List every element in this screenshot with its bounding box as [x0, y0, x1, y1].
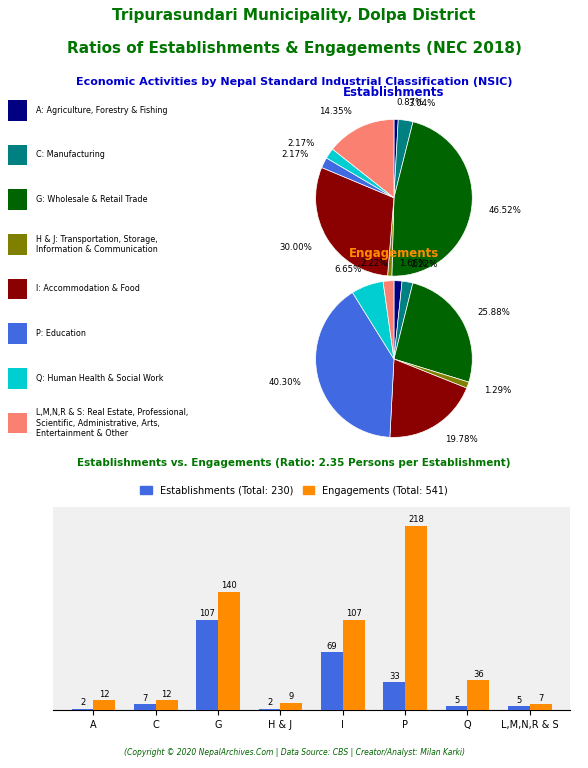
Text: 5: 5: [516, 696, 522, 705]
Text: 1.29%: 1.29%: [484, 386, 512, 396]
Wedge shape: [322, 158, 394, 198]
Wedge shape: [316, 167, 394, 276]
Text: 3.04%: 3.04%: [408, 99, 436, 108]
Text: 12: 12: [99, 690, 109, 699]
Bar: [508, 706, 530, 710]
Text: 5: 5: [454, 696, 459, 705]
Text: 40.30%: 40.30%: [269, 379, 302, 387]
Text: 7: 7: [538, 694, 543, 703]
Wedge shape: [394, 280, 402, 359]
Wedge shape: [394, 281, 413, 359]
Text: 107: 107: [346, 609, 362, 618]
Bar: [280, 703, 302, 710]
Text: 33: 33: [389, 672, 400, 681]
Bar: [321, 652, 343, 710]
Text: 6.65%: 6.65%: [334, 265, 362, 273]
FancyBboxPatch shape: [8, 234, 27, 255]
Bar: [93, 700, 115, 710]
Wedge shape: [387, 198, 394, 276]
Wedge shape: [326, 149, 394, 198]
Title: Establishments: Establishments: [343, 86, 445, 98]
Text: 9: 9: [289, 693, 294, 701]
Text: 2.17%: 2.17%: [281, 151, 309, 160]
Wedge shape: [392, 122, 472, 276]
FancyBboxPatch shape: [8, 144, 27, 165]
Wedge shape: [394, 119, 398, 198]
Wedge shape: [316, 293, 394, 437]
Text: 2.22%: 2.22%: [410, 260, 438, 270]
Text: G: Wholesale & Retail Trade: G: Wholesale & Retail Trade: [36, 195, 148, 204]
Title: Engagements: Engagements: [349, 247, 439, 260]
Text: Establishments vs. Engagements (Ratio: 2.35 Persons per Establishment): Establishments vs. Engagements (Ratio: 2…: [77, 458, 511, 468]
Text: 2.22%: 2.22%: [360, 260, 387, 268]
Bar: [467, 680, 489, 710]
Text: 2: 2: [267, 698, 272, 707]
Bar: [72, 709, 93, 710]
Text: Economic Activities by Nepal Standard Industrial Classification (NSIC): Economic Activities by Nepal Standard In…: [76, 77, 512, 87]
Text: C: Manufacturing: C: Manufacturing: [36, 151, 105, 160]
Text: 7: 7: [142, 694, 148, 703]
Bar: [259, 709, 280, 710]
Wedge shape: [383, 280, 394, 359]
Wedge shape: [394, 283, 472, 382]
Text: 30.00%: 30.00%: [279, 243, 312, 252]
Bar: [218, 591, 240, 710]
Wedge shape: [390, 359, 467, 437]
Text: 2.17%: 2.17%: [288, 139, 315, 148]
Bar: [156, 700, 178, 710]
Text: A: Agriculture, Forestry & Fishing: A: Agriculture, Forestry & Fishing: [36, 106, 168, 114]
Wedge shape: [353, 281, 394, 359]
Text: 107: 107: [199, 609, 215, 618]
Bar: [530, 704, 552, 710]
Text: 0.87%: 0.87%: [362, 289, 389, 298]
Text: 46.52%: 46.52%: [489, 207, 522, 215]
FancyBboxPatch shape: [8, 412, 27, 433]
Text: 36: 36: [473, 670, 484, 679]
Bar: [343, 620, 365, 710]
Text: I: Accommodation & Food: I: Accommodation & Food: [36, 284, 141, 293]
Wedge shape: [394, 359, 469, 388]
FancyBboxPatch shape: [8, 189, 27, 210]
Bar: [405, 525, 427, 710]
Wedge shape: [394, 120, 413, 198]
FancyBboxPatch shape: [8, 279, 27, 300]
Bar: [383, 683, 405, 710]
Text: Q: Human Health & Social Work: Q: Human Health & Social Work: [36, 374, 164, 383]
Text: 69: 69: [326, 641, 337, 650]
Text: 218: 218: [408, 515, 424, 525]
Text: (Copyright © 2020 NepalArchives.Com | Data Source: CBS | Creator/Analyst: Milan : (Copyright © 2020 NepalArchives.Com | Da…: [123, 748, 465, 757]
Text: 19.78%: 19.78%: [446, 435, 478, 444]
Text: 0.87%: 0.87%: [396, 98, 424, 107]
Wedge shape: [332, 119, 394, 198]
Text: 12: 12: [162, 690, 172, 699]
FancyBboxPatch shape: [8, 368, 27, 389]
Text: 14.35%: 14.35%: [319, 108, 352, 116]
Text: 2: 2: [80, 698, 85, 707]
Bar: [446, 706, 467, 710]
Text: 1.66%: 1.66%: [399, 259, 426, 268]
FancyBboxPatch shape: [8, 100, 27, 121]
Bar: [196, 620, 218, 710]
Text: L,M,N,R & S: Real Estate, Professional,
Scientific, Administrative, Arts,
Entert: L,M,N,R & S: Real Estate, Professional, …: [36, 408, 189, 438]
FancyBboxPatch shape: [8, 323, 27, 344]
Text: 25.88%: 25.88%: [477, 307, 510, 316]
Text: Tripurasundari Municipality, Dolpa District: Tripurasundari Municipality, Dolpa Distr…: [112, 8, 476, 23]
Text: P: Education: P: Education: [36, 329, 86, 338]
Text: 140: 140: [221, 581, 237, 591]
Text: H & J: Transportation, Storage,
Information & Communication: H & J: Transportation, Storage, Informat…: [36, 234, 158, 254]
Text: Ratios of Establishments & Engagements (NEC 2018): Ratios of Establishments & Engagements (…: [66, 41, 522, 56]
Bar: [134, 704, 156, 710]
Legend: Establishments (Total: 230), Engagements (Total: 541): Establishments (Total: 230), Engagements…: [136, 482, 452, 500]
